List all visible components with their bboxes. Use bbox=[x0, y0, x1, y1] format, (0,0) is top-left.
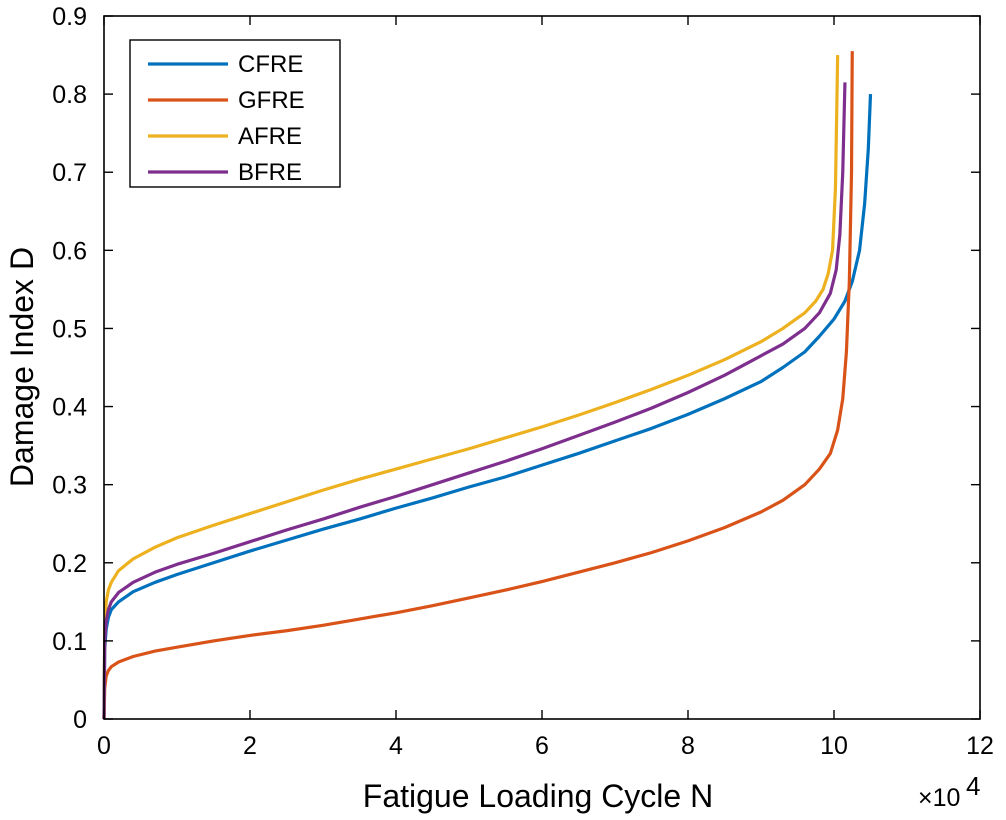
x-tick-label: 4 bbox=[389, 732, 403, 760]
series-line-bfre bbox=[102, 82, 847, 720]
x-axis-title: Fatigue Loading Cycle N bbox=[363, 778, 713, 814]
legend-box bbox=[129, 39, 341, 188]
y-tick-label: 0.9 bbox=[52, 3, 87, 31]
y-tick-label: 0.5 bbox=[52, 315, 87, 343]
x-axis-multiplier-base: ×10 bbox=[918, 784, 960, 812]
x-tick-label: 12 bbox=[966, 732, 994, 760]
x-axis-multiplier-exponent: 4 bbox=[966, 771, 980, 801]
legend-label-bfre: BFRE bbox=[238, 159, 302, 186]
legend-label-gfre: GFRE bbox=[238, 87, 305, 114]
series-line-cfre bbox=[102, 94, 873, 720]
legend-label-afre: AFRE bbox=[238, 123, 302, 150]
series-layer bbox=[102, 51, 873, 720]
y-tick-label: 0 bbox=[73, 706, 87, 734]
y-tick-label: 0.2 bbox=[52, 550, 87, 578]
series-line-afre bbox=[102, 55, 840, 720]
y-tick-label: 0.3 bbox=[52, 472, 87, 500]
legend: CFRE GFRE AFRE BFRE bbox=[129, 39, 341, 188]
y-tick-label: 0.7 bbox=[52, 159, 87, 187]
legend-label-cfre: CFRE bbox=[238, 51, 303, 78]
y-tick-label: 0.4 bbox=[52, 394, 87, 422]
y-axis-title: Damage Index D bbox=[4, 247, 40, 487]
y-tick-label: 0.6 bbox=[52, 237, 87, 265]
x-tick-label: 0 bbox=[97, 732, 111, 760]
x-tick-label: 6 bbox=[535, 732, 549, 760]
x-tick-label: 2 bbox=[243, 732, 257, 760]
series-line-gfre bbox=[102, 51, 854, 720]
y-tick-label: 0.8 bbox=[52, 81, 87, 109]
x-tick-label: 8 bbox=[681, 732, 695, 760]
y-tick-label: 0.1 bbox=[52, 628, 87, 656]
ticks-layer: 0 2 4 6 8 10 12 0 0.1 0.2 0.3 0.4 0.5 0.6 0.7 0.8 0.9 bbox=[52, 3, 994, 760]
x-axis-multiplier: ×10 4 bbox=[918, 771, 980, 812]
legend-items: CFRE GFRE AFRE BFRE bbox=[148, 51, 305, 186]
x-tick-label: 10 bbox=[820, 732, 848, 760]
